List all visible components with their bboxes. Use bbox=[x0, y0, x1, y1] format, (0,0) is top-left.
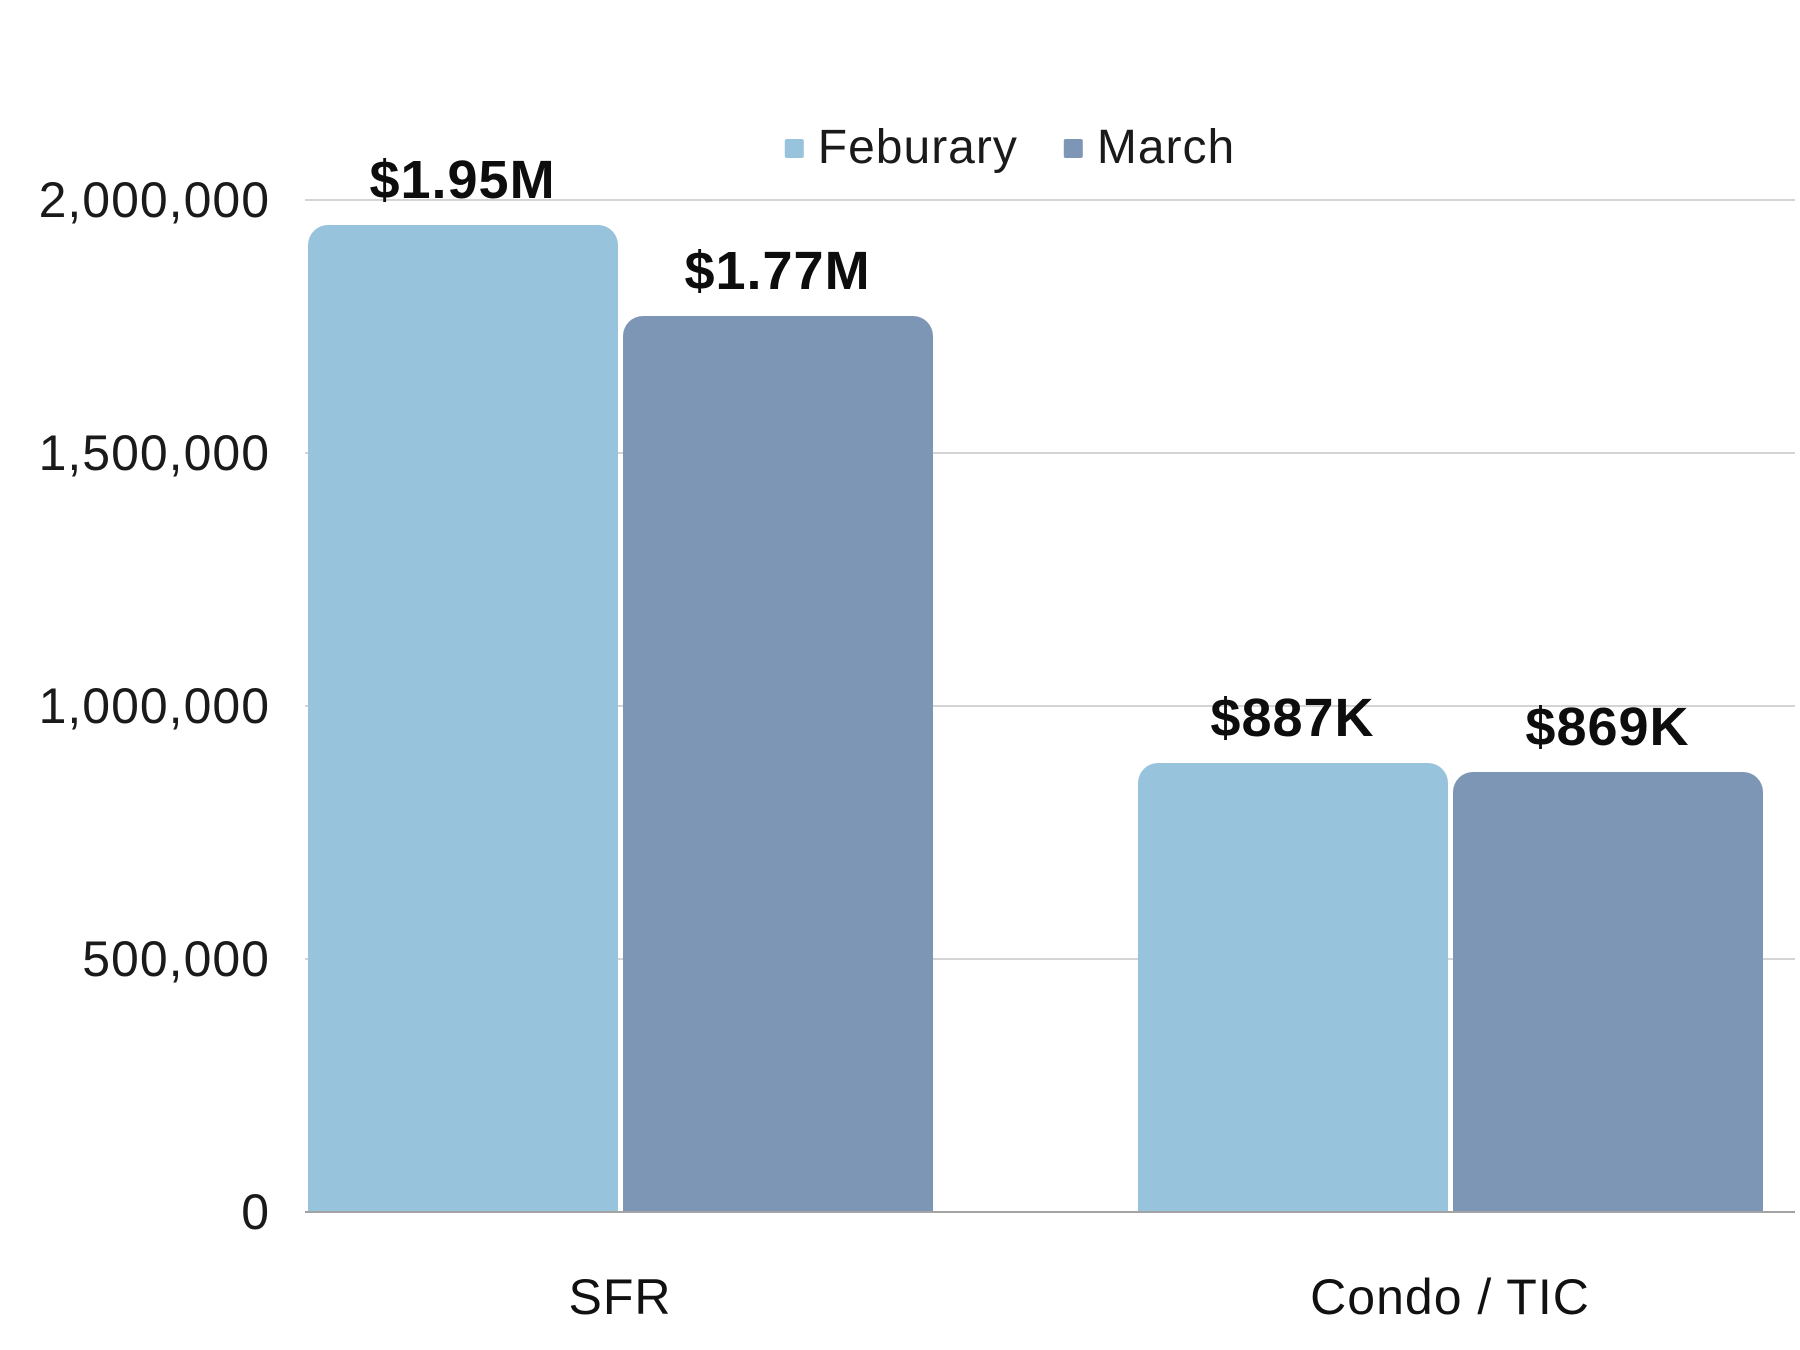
x-category-label: SFR bbox=[568, 1269, 672, 1325]
y-tick-label: 1,000,000 bbox=[38, 678, 270, 734]
gridline bbox=[305, 199, 1795, 201]
bar-feburary-0 bbox=[307, 225, 618, 1212]
bar-value-label: $1.95M bbox=[369, 150, 556, 211]
bar-feburary-1 bbox=[1137, 763, 1448, 1212]
y-tick-label: 1,500,000 bbox=[38, 425, 270, 481]
y-tick-label: 2,000,000 bbox=[38, 172, 270, 228]
y-tick-label: 500,000 bbox=[82, 931, 270, 987]
legend-label: March bbox=[1096, 121, 1236, 174]
legend-label: Feburary bbox=[817, 121, 1018, 174]
bar-value-label: $869K bbox=[1525, 697, 1690, 758]
gridline bbox=[305, 452, 1795, 454]
bar-value-label: $1.77M bbox=[684, 241, 871, 302]
bar-value-label: $887K bbox=[1210, 688, 1375, 749]
x-category-label: Condo / TIC bbox=[1310, 1269, 1590, 1325]
gridline bbox=[305, 705, 1795, 707]
bar-march-1 bbox=[1452, 772, 1763, 1212]
chart-legend: Feburary March bbox=[784, 118, 1236, 178]
gridline bbox=[305, 958, 1795, 960]
legend-swatch-icon bbox=[1063, 138, 1083, 158]
y-tick-label: 0 bbox=[241, 1184, 270, 1240]
legend-swatch-icon bbox=[784, 138, 804, 158]
legend-item-march: March bbox=[1063, 118, 1236, 178]
legend-item-feburary: Feburary bbox=[784, 118, 1018, 178]
bar-march-0 bbox=[622, 316, 933, 1212]
x-axis-line bbox=[305, 1211, 1795, 1213]
